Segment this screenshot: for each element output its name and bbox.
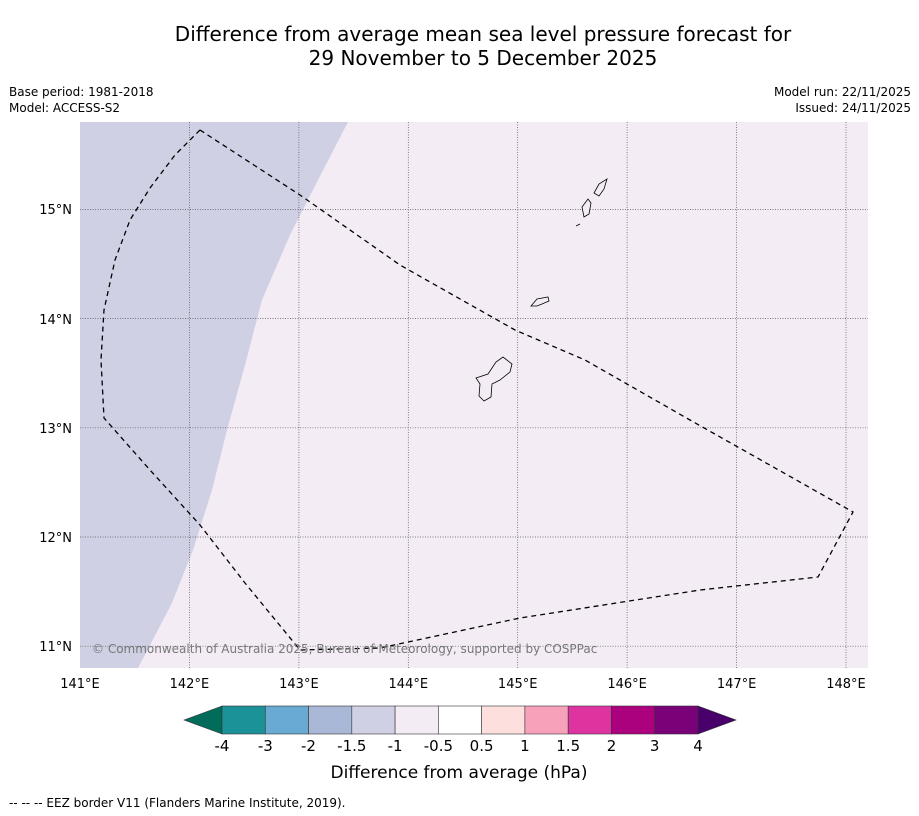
lat-tick: 14°N (39, 313, 72, 328)
lon-tick-labels: 141°E 142°E 143°E 144°E 145°E 146°E 147°… (60, 677, 866, 692)
colorbar-cell (394, 705, 439, 735)
colorbar-label: -0.5 (424, 737, 453, 755)
colorbar-label: 2 (607, 737, 617, 755)
colorbar-label: 0.5 (470, 737, 494, 755)
lat-tick: 15°N (39, 203, 72, 218)
colorbar-label: 1.5 (556, 737, 580, 755)
info-left: Base period: 1981-2018 Model: ACCESS-S2 (9, 84, 154, 116)
colorbar-label: 4 (693, 737, 703, 755)
gridlines (80, 122, 868, 668)
colorbar-label: -1 (388, 737, 403, 755)
lon-tick: 141°E (60, 677, 100, 692)
negative-anomaly-region (80, 122, 348, 668)
colorbar-cells (221, 705, 699, 735)
chart-title: Difference from average mean sea level p… (0, 22, 919, 70)
colorbar: -4 -3 -2 -1.5 -1 -0.5 0.5 1 1.5 2 3 4 Di… (183, 705, 737, 783)
island-tinian (581, 198, 592, 218)
lon-tick: 142°E (170, 677, 210, 692)
info-right: Model run: 22/11/2025 Issued: 24/11/2025 (774, 84, 911, 116)
title-line-1: Difference from average mean sea level p… (174, 22, 792, 46)
island-guam (475, 356, 513, 402)
island-rota (530, 296, 550, 307)
lat-tick: 11°N (39, 640, 72, 655)
colorbar-label: -4 (215, 737, 230, 755)
lat-tick-labels: 11°N 12°N 13°N 14°N 15°N (39, 203, 72, 655)
colorbar-cell (308, 705, 353, 735)
colorbar-title: Difference from average (hPa) (331, 763, 588, 783)
colorbar-cell (438, 705, 482, 735)
colorbar-cell (264, 705, 309, 735)
lon-tick: 143°E (279, 677, 319, 692)
islands (475, 178, 608, 402)
lat-tick: 13°N (39, 422, 72, 437)
island-aguijan (575, 223, 581, 227)
base-period-text: Base period: 1981-2018 (9, 85, 154, 99)
island-saipan (593, 178, 608, 197)
model-run-text: Model run: 22/11/2025 (773, 85, 911, 99)
colorbar-label: 1 (520, 737, 530, 755)
lat-tick: 12°N (39, 531, 72, 546)
model-text: Model: ACCESS-S2 (9, 101, 121, 115)
lon-tick: 145°E (498, 677, 538, 692)
lon-tick: 148°E (826, 677, 866, 692)
colorbar-cell (481, 705, 526, 735)
lon-tick: 146°E (607, 677, 647, 692)
colorbar-labels: -4 -3 -2 -1.5 -1 -0.5 0.5 1 1.5 2 3 4 (215, 737, 703, 755)
colorbar-cell (611, 705, 656, 735)
colorbar-cell (567, 705, 612, 735)
colorbar-cell (654, 705, 699, 735)
colorbar-label: -2 (301, 737, 316, 755)
colorbar-low-extend (183, 705, 223, 735)
eez-footnote: -- -- -- EEZ border V11 (Flanders Marine… (9, 796, 346, 810)
colorbar-label: -1.5 (337, 737, 366, 755)
colorbar-cell (351, 705, 396, 735)
title-line-2: 29 November to 5 December 2025 (308, 46, 658, 70)
copyright-text: © Commonwealth of Australia 2025, Bureau… (92, 642, 597, 656)
colorbar-cell (221, 705, 266, 735)
colorbar-label: -3 (258, 737, 273, 755)
colorbar-cell (524, 705, 569, 735)
issued-text: Issued: 24/11/2025 (795, 101, 911, 115)
lon-tick: 144°E (389, 677, 429, 692)
colorbar-label: 3 (650, 737, 660, 755)
eez-border (100, 129, 854, 651)
colorbar-high-extend (697, 705, 737, 735)
lon-tick: 147°E (717, 677, 757, 692)
